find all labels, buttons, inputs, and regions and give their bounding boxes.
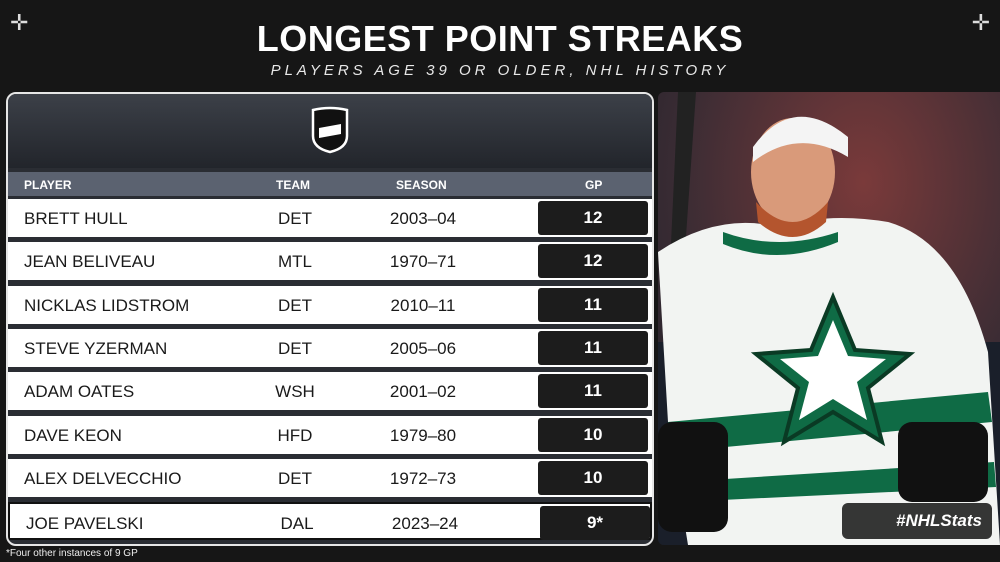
season: 1972–73	[389, 468, 457, 488]
player-name: NICKLAS LIDSTROM	[24, 295, 190, 315]
table-row: BRETT HULL DET 2003–04 12	[8, 199, 652, 237]
team: WSH	[275, 382, 315, 402]
team: HFD	[277, 425, 313, 445]
corner-mark: ✛	[971, 10, 990, 35]
player-name: JOE PAVELSKI	[26, 514, 144, 534]
gp-cell: 11	[538, 287, 648, 322]
league-logo	[311, 106, 349, 154]
player-name: STEVE YZERMAN	[24, 338, 168, 358]
column-label: GP	[585, 178, 603, 192]
title: LONGEST POINT STREAKS	[256, 18, 744, 59]
gp-cell: 10	[538, 417, 648, 452]
season: 1979–80	[389, 425, 457, 445]
season: 2023–24	[391, 514, 459, 534]
table-row: JEAN BELIVEAU MTL 1970–71 12	[8, 242, 652, 281]
player-name: BRETT HULL	[24, 209, 128, 228]
panel-header	[8, 94, 652, 168]
table-row: JOE PAVELSKI DAL 2023–24 9*	[8, 502, 652, 541]
team: DET	[278, 295, 312, 315]
team: MTL	[278, 252, 312, 272]
gp-cell: 12	[538, 201, 648, 235]
table-row: NICKLAS LIDSTROM DET 2010–11 11	[8, 285, 652, 324]
table-row: DAVE KEON HFD 1979–80 10	[8, 415, 652, 454]
photo-art	[658, 92, 1000, 545]
column-label: SEASON	[396, 178, 447, 192]
season: 1970–71	[389, 252, 457, 272]
gp-cell: 10	[538, 460, 648, 495]
column-header: PLAYER TEAM SEASON GP	[8, 172, 652, 196]
corner-mark: ✛	[10, 10, 29, 35]
player-name: JEAN BELIVEAU	[24, 252, 156, 272]
footnote: *Four other instances of 9 GP	[6, 548, 138, 559]
table-row: STEVE YZERMAN DET 2005–06 11	[8, 328, 652, 367]
table-row: ADAM OATES WSH 2001–02 11	[8, 372, 652, 411]
column-label: PLAYER	[24, 178, 72, 192]
table-row: ALEX DELVECCHIO DET 1972–73 10	[8, 458, 652, 497]
team: DAL	[280, 514, 314, 534]
season: 2010–11	[390, 295, 456, 315]
team: DET	[278, 468, 312, 488]
player-name: DAVE KEON	[24, 425, 122, 445]
season: 2005–06	[389, 338, 457, 358]
team: DET	[278, 338, 312, 358]
player-name: ADAM OATES	[24, 382, 135, 402]
team: DET	[278, 209, 312, 228]
player-name: ALEX DELVECCHIO	[24, 468, 182, 488]
season: 2003–04	[389, 209, 457, 228]
hashtag-badge: #NHLStats	[842, 503, 992, 539]
season: 2001–02	[389, 382, 457, 402]
gp-cell: 11	[538, 330, 648, 365]
subtitle: PLAYERS AGE 39 OR OLDER, NHL HISTORY	[270, 62, 730, 79]
table-panel: PLAYER TEAM SEASON GP BRETT HULL DET 2003–04 1…	[6, 92, 654, 546]
player-photo	[658, 92, 1000, 545]
gp-cell: 9*	[540, 506, 650, 541]
column-label: TEAM	[276, 178, 310, 192]
gp-cell: 12	[538, 244, 648, 279]
gp-cell: 11	[538, 374, 648, 409]
